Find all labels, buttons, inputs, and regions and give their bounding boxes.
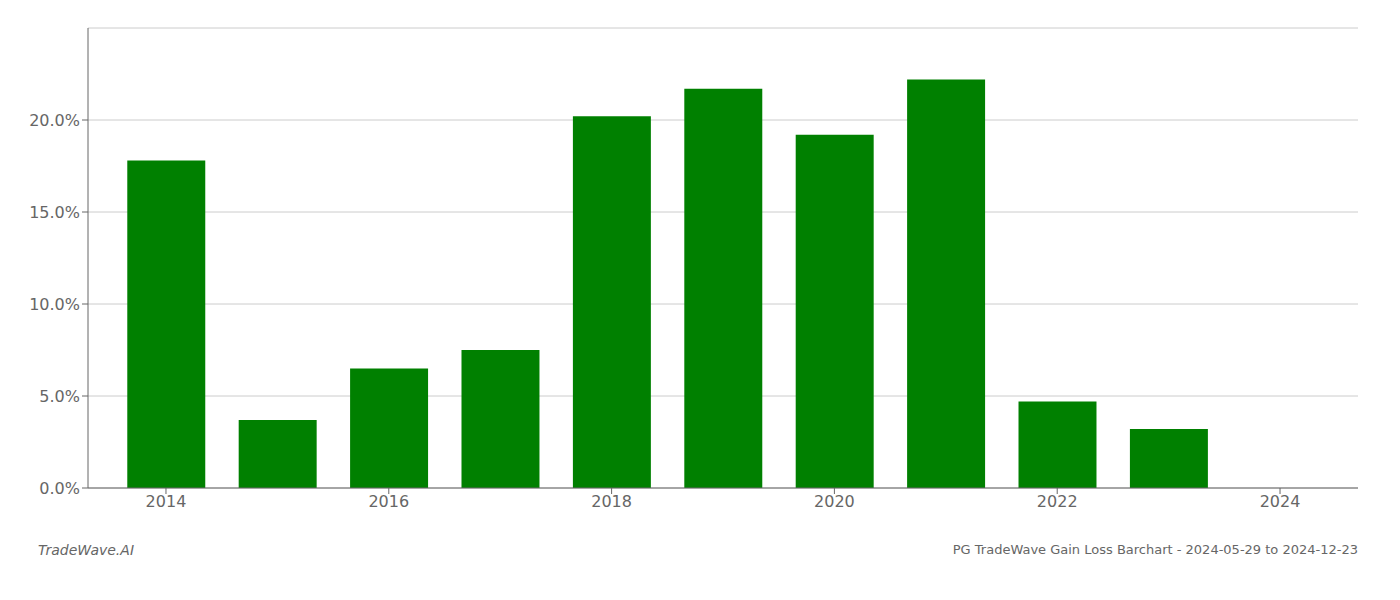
svg-text:5.0%: 5.0% [39, 387, 80, 406]
svg-text:2022: 2022 [1037, 492, 1078, 511]
svg-text:2024: 2024 [1260, 492, 1301, 511]
svg-text:2016: 2016 [368, 492, 409, 511]
svg-text:20.0%: 20.0% [29, 111, 80, 130]
svg-text:0.0%: 0.0% [39, 479, 80, 498]
html-text:PG TradeWave Gain Loss Barchar: PG TradeWave Gain Loss Barchart - 2024-0… [952, 542, 1358, 557]
svg-text:2014: 2014 [146, 492, 187, 511]
html-text:TradeWave.AI: TradeWave.AI [38, 542, 134, 558]
svg-text:2020: 2020 [814, 492, 855, 511]
svg-text:10.0%: 10.0% [29, 295, 80, 314]
svg-text:15.0%: 15.0% [29, 203, 80, 222]
svg-text:2018: 2018 [591, 492, 632, 511]
